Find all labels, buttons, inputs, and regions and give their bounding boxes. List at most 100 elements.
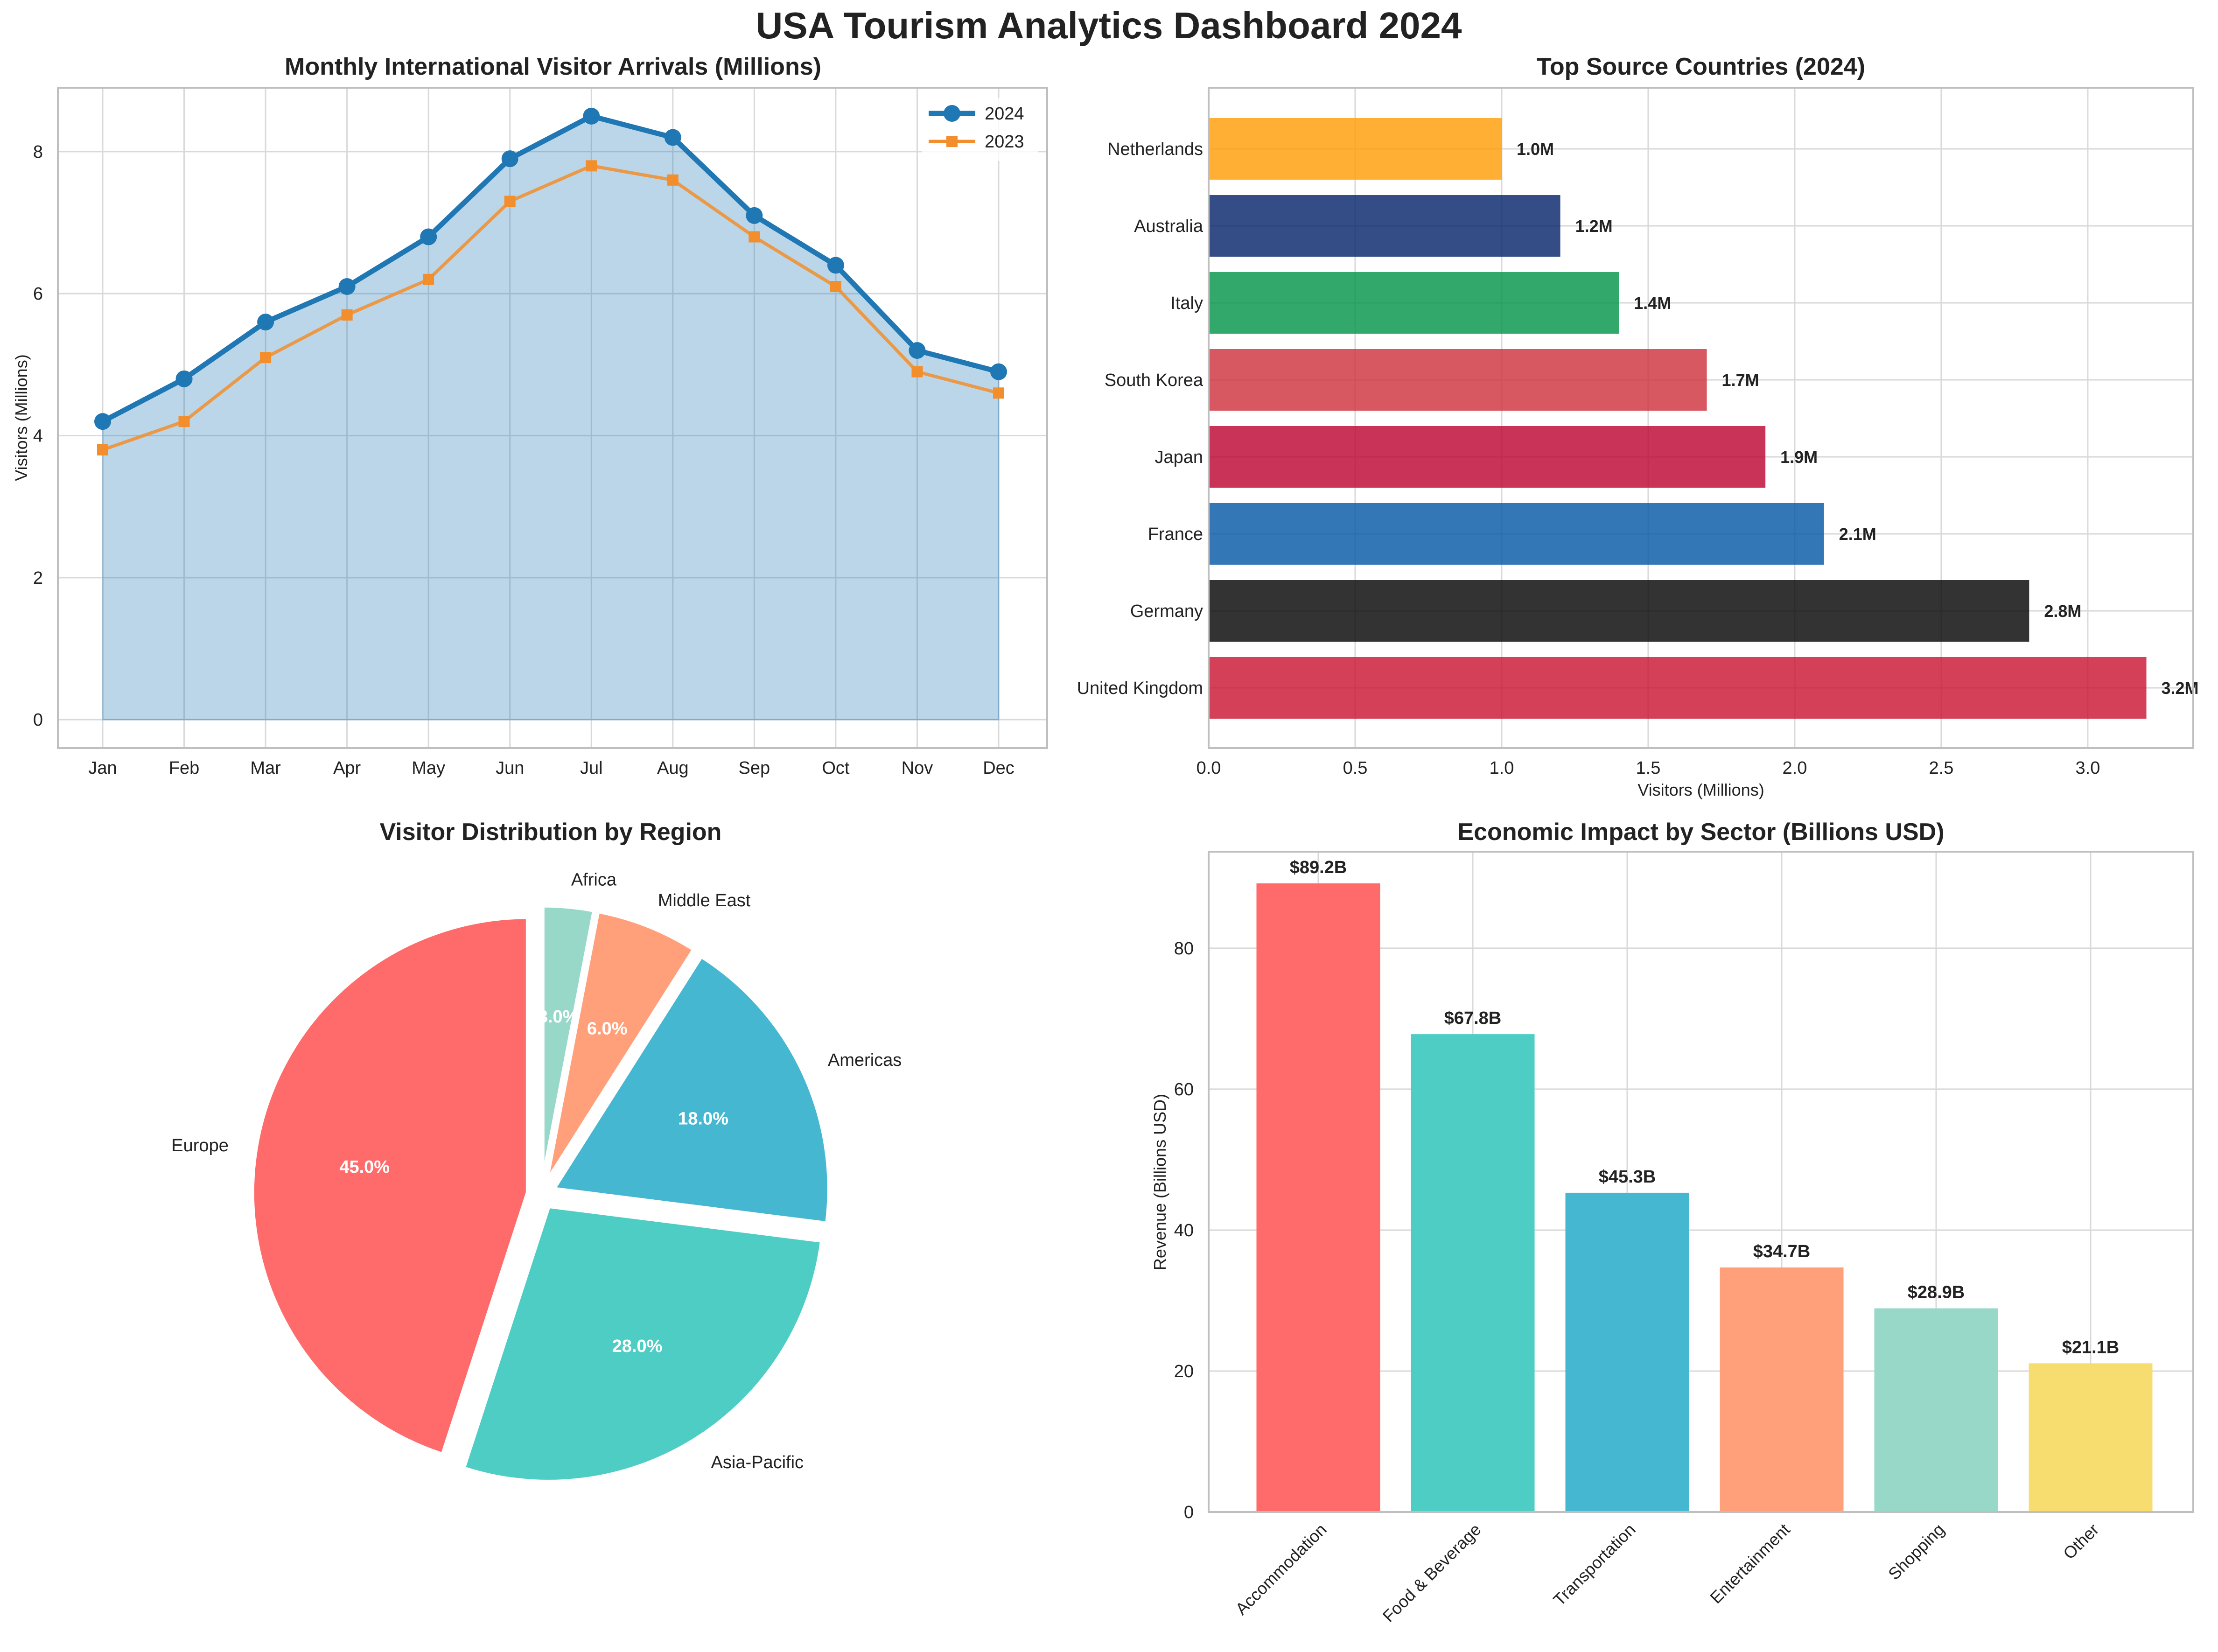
y-tick-label: Australia — [1134, 217, 1203, 236]
pie-percent-label: 18.0% — [678, 1109, 728, 1129]
bar-value-label: 1.4M — [1634, 294, 1671, 313]
pie-percent-label: 45.0% — [339, 1157, 390, 1177]
x-tick-label: Transportation — [1549, 1520, 1639, 1610]
data-point-2024-nov — [909, 342, 926, 359]
series-line-2024 — [101, 113, 1000, 424]
data-point-2024-may — [420, 228, 437, 245]
y-tick-label: Germany — [1130, 602, 1203, 621]
y-tick-label: France — [1148, 525, 1203, 544]
bar-italy — [1209, 272, 1619, 334]
legend-monthly: 2024 2023 — [922, 98, 1038, 161]
bar-japan — [1209, 426, 1766, 488]
bar-value-label: $45.3B — [1599, 1167, 1656, 1187]
bar-value-label: 1.2M — [1575, 217, 1613, 236]
y-tick-label: 20 — [1174, 1362, 1194, 1381]
data-point-2023-apr — [341, 309, 353, 321]
bar-united-kingdom — [1209, 657, 2147, 719]
series-line-2023 — [102, 164, 999, 452]
pie-label: Middle East — [658, 891, 751, 910]
y-tick-label: Japan — [1154, 448, 1203, 467]
bar-value-label: 2.1M — [1839, 525, 1876, 544]
data-point-2023-sep — [749, 231, 760, 243]
legend-marker-2024 — [944, 105, 960, 122]
y-tick-label: 0 — [1184, 1503, 1194, 1522]
x-tick-label: Accommodation — [1231, 1520, 1330, 1619]
data-point-2023-jan — [97, 444, 108, 455]
bar-food-beverage — [1411, 1034, 1535, 1512]
source-countries-chart: Top Source Countries (2024) 3.2M2.8M2.1M… — [1077, 53, 2199, 799]
x-tick-label: Jul — [580, 758, 603, 778]
bar-value-label: 1.9M — [1780, 448, 1818, 467]
x-tick-label: Jan — [88, 758, 117, 778]
bar-south-korea — [1209, 349, 1707, 411]
x-tick-label: Jun — [496, 758, 524, 778]
x-tick-label: Feb — [169, 758, 199, 778]
x-tick-label: 2.0 — [1783, 758, 1807, 778]
x-tick-label: Oct — [822, 758, 850, 778]
data-point-2024-jan — [94, 413, 111, 430]
pie-percent-label: 28.0% — [612, 1337, 663, 1356]
plot-frame-monthly — [57, 87, 1048, 749]
x-tick-label: Sep — [739, 758, 770, 778]
pie-slice-middle-east — [544, 909, 697, 1183]
legend-box — [922, 98, 1038, 161]
data-point-2023-aug — [667, 174, 679, 186]
pie-percent-label: 3.0% — [538, 1007, 579, 1027]
bar-shopping — [1874, 1308, 1998, 1512]
bar-france — [1209, 503, 1824, 565]
bar-value-label: $21.1B — [2062, 1337, 2120, 1357]
pie-label: Asia-Pacific — [711, 1453, 804, 1472]
bar-netherlands — [1209, 118, 1502, 180]
data-point-2024-jul — [583, 107, 600, 125]
pie-slice-asia-pacific — [461, 1204, 824, 1484]
x-tick-label: Dec — [983, 758, 1015, 778]
y-tick-label: 60 — [1174, 1080, 1194, 1099]
x-tick-label: 1.5 — [1636, 758, 1661, 778]
data-point-2024-mar — [257, 314, 274, 331]
data-point-2024-oct — [827, 257, 844, 274]
bar-value-label: $89.2B — [1290, 858, 1347, 877]
pie-slice-europe — [250, 915, 530, 1457]
pie-slice-americas — [550, 953, 831, 1225]
bar-value-label: 1.0M — [1517, 140, 1554, 159]
data-point-2023-jul — [586, 160, 597, 172]
data-point-2023-may — [423, 273, 434, 285]
y-tick-label: 6 — [33, 284, 43, 304]
y-tick-label: United Kingdom — [1077, 679, 1203, 698]
y-tick-label: 2 — [33, 568, 43, 588]
chart-title-regions: Visitor Distribution by Region — [380, 819, 722, 846]
bar-value-label: 1.7M — [1722, 371, 1759, 390]
x-tick-label: Aug — [657, 758, 689, 778]
legend-label-2024: 2024 — [985, 104, 1024, 124]
x-tick-label: Shopping — [1884, 1520, 1948, 1584]
x-tick-label: 0.0 — [1196, 758, 1221, 778]
plot-frame-economic — [1208, 851, 2194, 1513]
pie-label: Europe — [171, 1136, 229, 1155]
x-tick-label: May — [412, 758, 445, 778]
bar-value-label: $34.7B — [1753, 1242, 1811, 1261]
data-point-2024-dec — [990, 363, 1007, 380]
pie-label: Americas — [828, 1050, 902, 1070]
bar-accommodation — [1256, 883, 1380, 1512]
pie-percent-label: 6.0% — [587, 1019, 628, 1038]
x-axis-label-countries: Visitors (Millions) — [1637, 780, 1764, 799]
bar-value-label: $28.9B — [1908, 1283, 1965, 1302]
data-point-2023-dec — [993, 387, 1004, 399]
area-fill-2024 — [102, 115, 1000, 721]
bar-other — [2029, 1363, 2153, 1512]
data-point-2023-jun — [504, 196, 516, 207]
x-tick-label: Nov — [902, 758, 933, 778]
pie-label: Africa — [571, 870, 617, 890]
y-tick-label: 80 — [1174, 939, 1194, 959]
y-tick-label: Netherlands — [1107, 140, 1203, 159]
x-tick-label: Other — [2059, 1520, 2103, 1563]
data-point-2024-apr — [338, 278, 356, 295]
y-tick-label: South Korea — [1105, 371, 1203, 390]
data-point-2024-aug — [664, 129, 681, 146]
y-axis-label-monthly: Visitors (Millions) — [12, 354, 31, 481]
region-distribution-chart: Visitor Distribution by Region Europe 45.… — [171, 819, 902, 1484]
chart-title-countries: Top Source Countries (2024) — [1537, 53, 1865, 80]
data-point-2024-feb — [175, 370, 193, 387]
chart-title-economic: Economic Impact by Sector (Billions USD) — [1457, 819, 1944, 846]
